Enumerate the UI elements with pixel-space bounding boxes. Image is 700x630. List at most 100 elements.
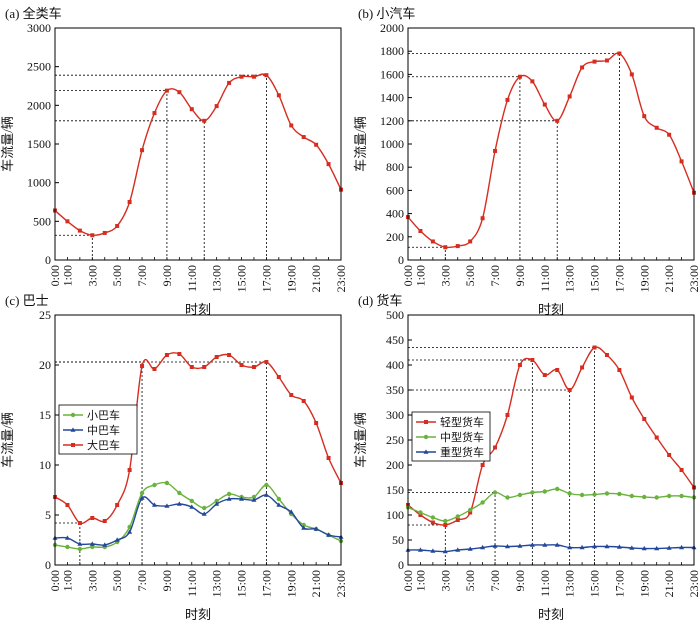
data-point bbox=[505, 97, 510, 102]
data-point bbox=[115, 223, 120, 228]
data-point bbox=[455, 514, 460, 519]
data-point bbox=[467, 507, 473, 513]
data-point bbox=[189, 504, 195, 509]
data-point bbox=[505, 413, 510, 417]
series-line bbox=[407, 488, 695, 522]
y-tick-label: 2000 bbox=[27, 98, 51, 112]
data-point bbox=[417, 547, 423, 552]
data-point bbox=[530, 79, 535, 84]
data-point bbox=[214, 498, 219, 504]
data-point bbox=[226, 491, 232, 497]
y-tick-label: 400 bbox=[386, 358, 404, 372]
data-point bbox=[442, 548, 448, 554]
x-tick-label: 13:00 bbox=[563, 265, 577, 292]
data-point bbox=[151, 502, 157, 507]
data-point bbox=[226, 496, 232, 501]
series-重型货车 bbox=[405, 542, 697, 554]
data-point bbox=[189, 498, 194, 504]
legend-label: 小巴车 bbox=[87, 408, 120, 422]
x-tick-label: 7:00 bbox=[135, 265, 149, 286]
x-tick-label: 21:00 bbox=[309, 570, 323, 597]
y-tick-label: 500 bbox=[33, 214, 51, 228]
plot-frame bbox=[407, 27, 695, 261]
data-point bbox=[152, 367, 157, 371]
y-tick-label: 350 bbox=[386, 383, 404, 397]
data-point bbox=[667, 453, 672, 457]
data-point bbox=[164, 353, 169, 357]
data-point bbox=[264, 73, 269, 78]
data-point bbox=[227, 353, 232, 357]
x-tick-label: 11:00 bbox=[185, 265, 199, 292]
plot-frame bbox=[54, 314, 342, 566]
data-point bbox=[239, 496, 245, 501]
chart-title: (c) 巴士 bbox=[5, 293, 49, 308]
y-tick-label: 1500 bbox=[27, 137, 51, 151]
data-point bbox=[77, 228, 82, 233]
data-point bbox=[455, 547, 461, 552]
data-point bbox=[251, 74, 256, 79]
y-tick-label: 2000 bbox=[380, 21, 404, 35]
data-point bbox=[629, 545, 635, 550]
data-point bbox=[443, 518, 448, 524]
legend-label: 中巴车 bbox=[87, 423, 120, 437]
y-tick-label: 100 bbox=[386, 508, 404, 522]
data-point bbox=[654, 545, 660, 551]
data-point bbox=[654, 125, 659, 130]
y-tick-label: 3000 bbox=[27, 21, 51, 35]
data-point bbox=[530, 358, 535, 362]
x-tick-label: 3:00 bbox=[438, 265, 452, 286]
y-tick-label: 500 bbox=[386, 308, 404, 322]
x-tick-label: 23:00 bbox=[334, 570, 348, 597]
x-tick-label: 7:00 bbox=[488, 570, 502, 591]
data-point bbox=[642, 417, 647, 421]
data-point bbox=[517, 74, 522, 79]
data-point bbox=[567, 491, 572, 496]
data-point bbox=[493, 148, 498, 153]
x-tick-label: 19:00 bbox=[637, 570, 651, 597]
data-point bbox=[480, 544, 486, 550]
y-tick-label: 20 bbox=[39, 358, 51, 372]
data-point bbox=[505, 495, 510, 500]
data-point bbox=[77, 521, 82, 525]
data-point bbox=[592, 492, 597, 497]
data-point bbox=[443, 245, 448, 250]
chart-panel-4: 0 50 100 150 200 250 300 350 400 450 500 0:001:00 3:… bbox=[353, 293, 700, 622]
y-tick-label: 150 bbox=[386, 483, 404, 497]
data-point bbox=[102, 519, 107, 523]
x-tick-label: 0:00 bbox=[48, 265, 62, 286]
data-point bbox=[517, 492, 523, 498]
data-point bbox=[493, 445, 498, 450]
x-tick-label: 0:00 bbox=[48, 570, 62, 591]
data-point bbox=[604, 353, 609, 357]
data-point bbox=[616, 544, 622, 549]
y-tick-label: 800 bbox=[386, 160, 404, 174]
data-point bbox=[201, 511, 207, 516]
data-point bbox=[264, 482, 269, 488]
x-tick-label: 13:00 bbox=[210, 570, 224, 597]
series-line bbox=[407, 544, 695, 553]
y-axis-label: 车流量/辆 bbox=[0, 116, 15, 172]
y-axis-label: 车流量/辆 bbox=[353, 412, 368, 468]
legend-marker bbox=[423, 434, 429, 440]
series-轻型货车 bbox=[406, 345, 696, 527]
data-point bbox=[152, 111, 157, 116]
data-point bbox=[592, 345, 597, 350]
data-point bbox=[418, 513, 423, 517]
x-tick-label: 11:00 bbox=[185, 570, 199, 597]
data-point bbox=[189, 107, 194, 112]
x-tick-label: 15:00 bbox=[588, 570, 602, 597]
data-point bbox=[430, 520, 435, 525]
data-point bbox=[140, 364, 145, 368]
reference-lines bbox=[408, 53, 620, 260]
data-point bbox=[430, 548, 436, 553]
data-point bbox=[529, 542, 535, 547]
data-point bbox=[443, 523, 448, 527]
data-point bbox=[288, 509, 294, 514]
y-axis-label: 车流量/辆 bbox=[0, 412, 15, 468]
x-tick-label: 3:00 bbox=[85, 265, 99, 286]
legend-marker bbox=[70, 427, 76, 432]
series-中巴车 bbox=[52, 492, 344, 547]
